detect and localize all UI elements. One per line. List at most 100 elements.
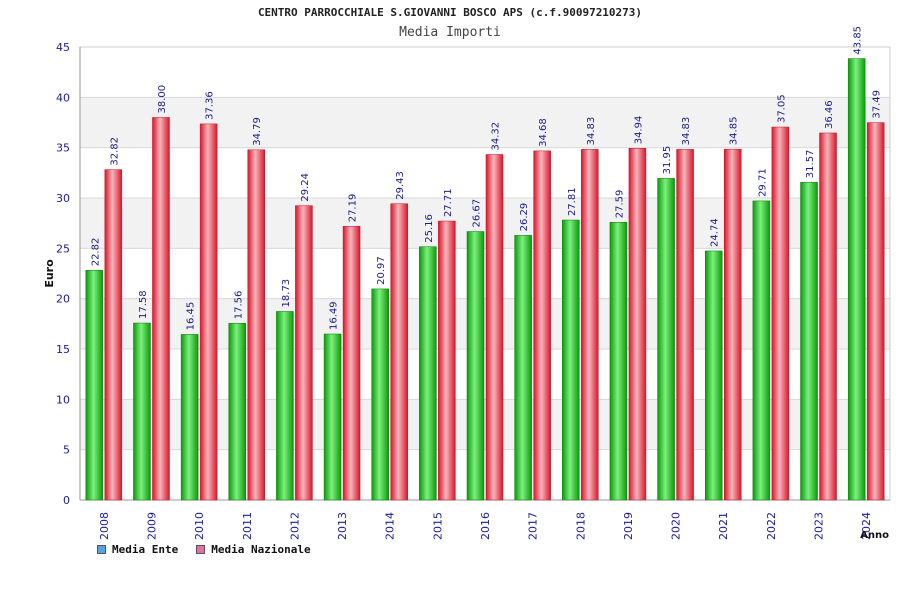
y-tick-label: 40 [56,91,70,104]
data-label: 34.79 [252,117,263,146]
data-label: 31.95 [662,146,673,175]
bar-media-ente-2017 [514,235,532,501]
x-tick-label: 2022 [765,512,778,540]
legend-label-media-nazionale: Media Nazionale [211,543,311,556]
data-label: 29.43 [395,171,406,200]
x-tick-label: 2008 [98,512,111,540]
data-label: 36.46 [824,100,835,129]
legend-swatch-media-nazionale [196,545,206,554]
bar-media-nazionale-2009 [152,117,170,501]
data-label: 27.19 [348,194,359,223]
data-label: 37.36 [205,91,216,120]
data-label: 31.57 [805,150,816,179]
bar-media-ente-2010 [180,334,199,501]
data-label: 27.71 [443,188,454,217]
x-tick-label: 2018 [574,512,587,540]
x-tick-label: 2019 [622,512,635,540]
legend-swatch-media-ente [97,545,106,554]
y-tick-label: 30 [56,192,70,205]
data-label: 26.67 [472,199,483,228]
bar-media-nazionale-2024 [866,122,885,501]
x-tick-label: 2020 [670,512,683,540]
data-label: 16.45 [186,302,197,331]
bar-media-nazionale-2013 [342,226,361,501]
data-label: 34.94 [633,116,644,145]
bar-media-ente-2009 [133,322,151,501]
bar-media-ente-2018 [562,219,580,501]
bar-media-ente-2012 [276,311,294,501]
x-tick-label: 2016 [479,512,492,540]
chart-title: CENTRO PARROCCHIALE S.GIOVANNI BOSCO APS… [257,6,643,19]
x-tick-label: 2014 [384,512,397,540]
data-label: 34.68 [538,118,549,147]
bar-media-nazionale-2017 [533,150,551,501]
bar-media-ente-2013 [323,333,342,501]
data-label: 27.81 [567,187,578,216]
bar-media-nazionale-2008 [104,169,123,501]
data-label: 29.71 [757,168,768,197]
bar-media-ente-2022 [752,200,771,501]
data-label: 37.49 [872,90,883,119]
grid-band [80,47,890,98]
data-label: 34.32 [491,122,502,151]
y-tick-label: 35 [56,142,70,155]
y-tick-label: 0 [63,494,70,507]
data-label: 18.73 [281,279,292,308]
x-tick-label: 2015 [431,512,444,540]
x-tick-label: 2017 [527,512,540,540]
legend-item-media-ente: Media Ente [97,543,178,556]
bar-media-nazionale-2016 [485,154,504,501]
data-label: 34.83 [586,117,597,146]
bar-media-nazionale-2023 [819,132,837,501]
bar-media-ente-2019 [609,222,628,501]
bar-media-nazionale-2011 [247,149,266,501]
bar-media-nazionale-2012 [295,205,313,501]
x-tick-label: 2024 [860,512,873,540]
data-label: 29.24 [300,173,311,202]
y-tick-label: 45 [56,41,70,54]
data-label: 27.59 [614,190,625,219]
data-label: 16.49 [329,301,340,330]
bar-media-ente-2011 [228,322,247,501]
bar-media-nazionale-2019 [628,148,647,501]
data-label: 22.82 [90,238,101,267]
x-axis-label: Anno [860,530,889,541]
x-tick-label: 2013 [336,512,349,540]
legend-label-media-ente: Media Ente [112,543,179,556]
bar-media-ente-2023 [800,181,818,501]
bar-media-nazionale-2022 [771,126,790,501]
data-label: 43.85 [853,26,864,55]
data-label: 20.97 [376,256,387,285]
data-label: 32.82 [109,137,120,166]
x-tick-label: 2012 [288,512,301,540]
y-axis-label: Euro [43,259,56,288]
data-label: 34.85 [729,117,740,146]
bar-media-nazionale-2021 [723,148,742,501]
bar-media-nazionale-2010 [199,123,218,501]
data-label: 17.56 [233,291,244,320]
y-tick-label: 5 [63,444,70,457]
bar-media-ente-2024 [847,58,866,501]
legend: Media Ente Media Nazionale [97,543,311,556]
x-tick-label: 2009 [145,512,158,540]
x-tick-label: 2021 [717,512,730,540]
data-label: 17.58 [138,290,149,319]
bar-media-ente-2015 [419,246,437,501]
data-label: 25.16 [424,214,435,243]
y-tick-label: 15 [56,343,70,356]
x-tick-label: 2011 [241,512,254,540]
data-label: 34.83 [681,117,692,146]
data-label: 38.00 [157,85,168,114]
data-label: 26.29 [519,203,530,232]
bar-media-nazionale-2020 [676,149,694,501]
x-tick-label: 2023 [813,512,826,540]
bar-media-ente-2021 [704,250,723,501]
chart-subtitle: Media Importi [399,25,501,40]
bar-media-nazionale-2018 [581,149,599,501]
bar-media-nazionale-2015 [438,220,456,501]
y-tick-label: 10 [56,393,70,406]
bar-media-ente-2016 [466,231,485,501]
bar-media-nazionale-2014 [390,203,408,501]
bar-media-ente-2020 [657,178,675,501]
